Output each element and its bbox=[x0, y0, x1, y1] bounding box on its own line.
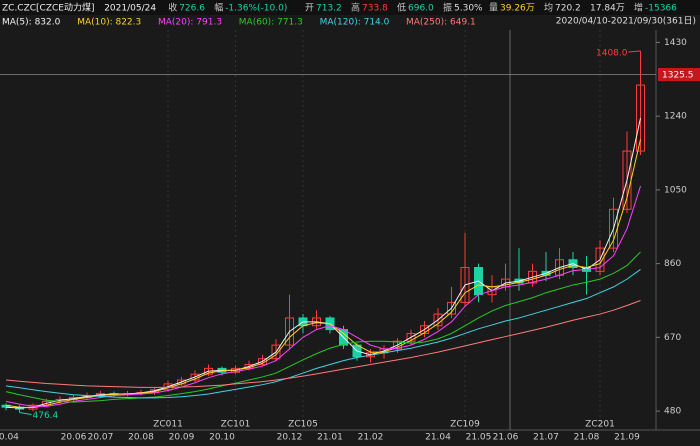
candle-body bbox=[271, 344, 281, 360]
symbol: ZC.CZC[CZCE动力煤] bbox=[2, 2, 95, 14]
field-label: 振 bbox=[443, 2, 452, 14]
x-tick-label: 20.09 bbox=[169, 433, 195, 443]
ma-line bbox=[5, 251, 641, 403]
x-tick-label: 21.08 bbox=[574, 433, 600, 443]
legend-entry: MA(60): 771.3 bbox=[239, 18, 303, 28]
candle-body bbox=[528, 270, 537, 284]
field-label: 开 bbox=[305, 3, 314, 14]
x-tick-label: 21.07 bbox=[533, 433, 559, 443]
field-value: 713.2 bbox=[316, 4, 342, 14]
legend-entry: MA(10): 822.3 bbox=[77, 18, 141, 28]
contract-label: ZC109 bbox=[450, 420, 480, 430]
y-tick-label: 1430 bbox=[664, 38, 687, 48]
crosshair-box bbox=[658, 68, 700, 81]
field-label: 量 bbox=[489, 3, 498, 14]
high-pointer bbox=[628, 50, 641, 53]
field-label: 增 bbox=[634, 2, 643, 14]
field-label: 低 bbox=[397, 2, 406, 14]
candle-body bbox=[406, 332, 416, 342]
legend-entry: MA(250): 649.1 bbox=[406, 18, 476, 28]
x-tick-label: 20.04 bbox=[0, 433, 19, 443]
x-tick-label: 21.09 bbox=[614, 433, 640, 443]
field-value: 39.26万 bbox=[500, 4, 535, 14]
low-pointer bbox=[19, 411, 32, 415]
field-label: 均 bbox=[544, 2, 553, 14]
field-value: -1.36%(-10.0) bbox=[225, 4, 287, 14]
x-tick-label: 20.12 bbox=[277, 433, 303, 443]
field-value: 696.0 bbox=[408, 4, 434, 14]
date-range: 2020/04/10-2021/09/30(361日) bbox=[556, 16, 696, 27]
candle-body bbox=[595, 247, 605, 272]
contract-label: ZC011 bbox=[153, 420, 183, 430]
x-tick-label: 20.10 bbox=[209, 433, 235, 443]
contract-label: ZC101 bbox=[221, 420, 251, 430]
x-tick-label: 20.07 bbox=[88, 433, 114, 443]
x-tick-label: 20.06 bbox=[61, 433, 87, 443]
field-value: 733.8 bbox=[362, 4, 388, 14]
contract-label: ZC201 bbox=[585, 420, 615, 430]
x-tick-label: 20.08 bbox=[128, 433, 154, 443]
y-tick-label: 1050 bbox=[664, 185, 687, 195]
field-value: 726.6 bbox=[179, 4, 205, 14]
x-tick-label: 21.05 bbox=[466, 433, 492, 443]
legend-entry: MA(20): 791.3 bbox=[158, 18, 222, 28]
x-tick-label: 21.06 bbox=[493, 433, 519, 443]
field-label: 幅 bbox=[214, 2, 223, 14]
y-tick-label: 480 bbox=[664, 407, 681, 417]
x-tick-label: 21.01 bbox=[317, 433, 343, 443]
x-tick-label: 21.02 bbox=[358, 433, 384, 443]
ma-line bbox=[5, 185, 641, 407]
candle-body bbox=[447, 301, 456, 315]
contract-label: ZC105 bbox=[288, 420, 318, 430]
ma-line bbox=[5, 139, 641, 409]
info-bar bbox=[0, 0, 700, 15]
y-tick-label: 1240 bbox=[664, 112, 687, 122]
date: 2021/05/24 bbox=[104, 4, 156, 14]
ma-line bbox=[5, 269, 641, 399]
legend-entry: MA(5): 832.0 bbox=[2, 18, 61, 28]
legend-entry: MA(120): 714.0 bbox=[320, 18, 390, 28]
crosshair-label: 1325.5 bbox=[662, 71, 694, 81]
low-label: 476.4 bbox=[33, 411, 59, 421]
ma-line bbox=[5, 300, 641, 388]
field-value: 17.84万 bbox=[590, 4, 625, 14]
field-label: 收 bbox=[168, 2, 177, 14]
candle-body bbox=[258, 358, 267, 366]
field-value: 5.30% bbox=[454, 4, 483, 14]
x-tick-label: 21.04 bbox=[425, 433, 451, 443]
y-tick-label: 670 bbox=[664, 333, 681, 343]
field-value: -15366 bbox=[645, 4, 677, 14]
candle-body bbox=[460, 266, 470, 303]
candle-body bbox=[285, 317, 294, 346]
candle-body bbox=[636, 84, 645, 152]
field-label: 高 bbox=[351, 2, 360, 14]
y-tick-label: 860 bbox=[664, 259, 681, 269]
field-value: 720.2 bbox=[555, 4, 581, 14]
high-label: 1408.0 bbox=[596, 48, 628, 58]
